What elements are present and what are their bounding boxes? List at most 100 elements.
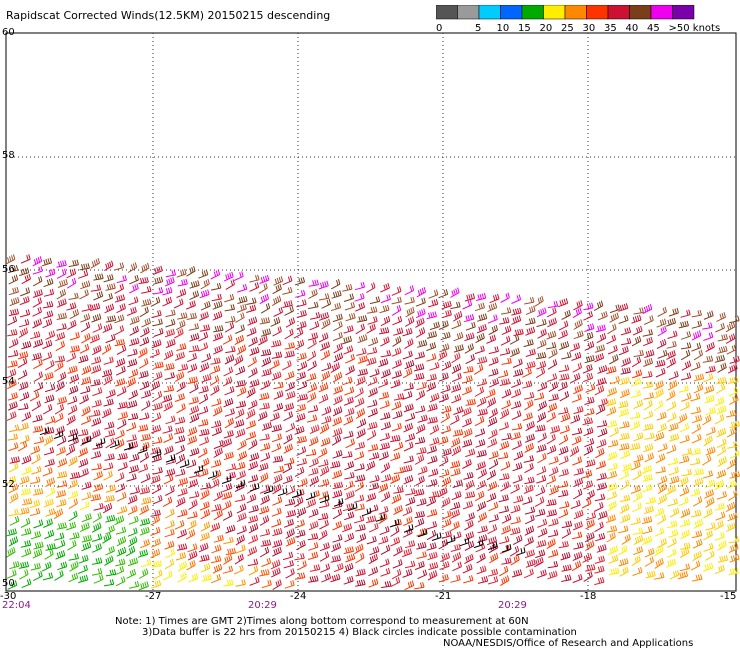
wind-barb	[631, 356, 642, 368]
wind-barb	[174, 520, 185, 530]
wind-barb	[187, 511, 198, 519]
wind-barb	[209, 478, 220, 489]
wind-barb	[272, 483, 282, 495]
wind-barb	[248, 439, 258, 450]
wind-barb	[19, 507, 30, 515]
wind-barb	[666, 317, 677, 327]
wind-barb	[140, 390, 152, 399]
wind-barb	[417, 465, 428, 475]
wind-barb	[705, 550, 715, 561]
wind-barb	[450, 543, 461, 552]
wind-barb	[115, 558, 126, 567]
wind-barb	[439, 469, 450, 478]
wind-barb	[524, 514, 535, 525]
wind-barb	[199, 428, 210, 437]
wind-barb	[354, 451, 365, 461]
wind-barb	[93, 502, 104, 511]
wind-barb	[332, 406, 343, 417]
wind-barb	[368, 522, 379, 533]
wind-barb	[66, 521, 77, 531]
wind-barb	[476, 565, 487, 575]
wind-barb	[246, 327, 257, 337]
wind-barb	[117, 452, 128, 461]
contamination-barb	[487, 541, 498, 551]
wind-barb	[331, 542, 341, 553]
wind-barb	[450, 501, 461, 511]
wind-barb	[413, 363, 425, 372]
wind-barb	[571, 560, 582, 572]
wind-barb	[630, 389, 641, 398]
wind-barb	[114, 429, 125, 440]
wind-barb	[474, 416, 485, 427]
wind-barb	[259, 433, 270, 441]
wind-barb	[114, 566, 125, 576]
wind-barb	[655, 466, 666, 474]
wind-barb	[441, 476, 452, 487]
wind-barb	[176, 343, 187, 351]
wind-barb	[209, 375, 220, 386]
wind-barb	[728, 543, 739, 553]
wind-barb	[633, 454, 644, 463]
wind-barb	[129, 486, 141, 495]
wind-barb	[703, 508, 713, 519]
wind-barb	[643, 315, 654, 325]
wind-barb	[198, 342, 209, 352]
wind-barb	[439, 456, 449, 467]
wind-barb	[331, 435, 342, 446]
contamination-barb	[417, 528, 428, 538]
wind-barb	[91, 313, 102, 323]
wind-barb	[333, 342, 343, 354]
wind-barb	[582, 553, 593, 563]
wind-barb	[294, 339, 305, 350]
wind-barb	[5, 254, 16, 265]
wind-barb	[271, 339, 282, 348]
wind-barb	[249, 274, 260, 283]
wind-barb	[81, 303, 92, 312]
wind-barb	[17, 369, 28, 380]
wind-barb	[641, 464, 652, 474]
wind-barb	[416, 286, 427, 298]
wind-barb	[380, 336, 390, 347]
wind-barb	[726, 458, 736, 470]
wind-barb	[150, 446, 161, 455]
wind-barb	[632, 502, 642, 513]
wind-barb	[704, 394, 715, 404]
wind-barb	[165, 338, 176, 349]
wind-barb	[426, 542, 437, 551]
wind-barb	[187, 376, 198, 384]
wind-barb	[258, 335, 268, 346]
wind-barb	[296, 435, 307, 444]
wind-barb	[273, 465, 285, 474]
wind-barb	[308, 436, 319, 447]
wind-barb	[727, 512, 738, 522]
wind-barb	[678, 384, 689, 393]
wind-barb	[547, 359, 558, 370]
wind-barb	[438, 393, 449, 403]
wind-barb	[164, 558, 175, 570]
wind-barb	[714, 531, 725, 541]
wind-barb	[477, 468, 487, 479]
wind-barb	[643, 410, 654, 420]
wind-barb	[656, 411, 667, 421]
wind-barb	[79, 522, 90, 533]
wind-barb	[17, 357, 28, 368]
wind-barb	[393, 327, 404, 336]
wind-barb	[692, 550, 702, 562]
wind-barb	[187, 543, 198, 553]
wind-barb	[235, 461, 246, 471]
wind-barb	[380, 421, 391, 431]
wind-barb	[381, 368, 391, 379]
wind-barb	[271, 371, 282, 381]
wind-barb	[78, 574, 89, 584]
wind-barb	[114, 283, 125, 294]
lon-label-minus24: -24	[290, 591, 307, 602]
wind-barb	[175, 468, 186, 477]
wind-barb	[379, 558, 390, 568]
wind-barb	[211, 293, 222, 302]
wind-barb	[703, 542, 714, 552]
wind-barb	[248, 504, 259, 513]
wind-barb	[163, 401, 173, 412]
wind-barb	[548, 485, 559, 496]
wind-barb	[260, 452, 271, 462]
wind-barb	[128, 368, 139, 379]
